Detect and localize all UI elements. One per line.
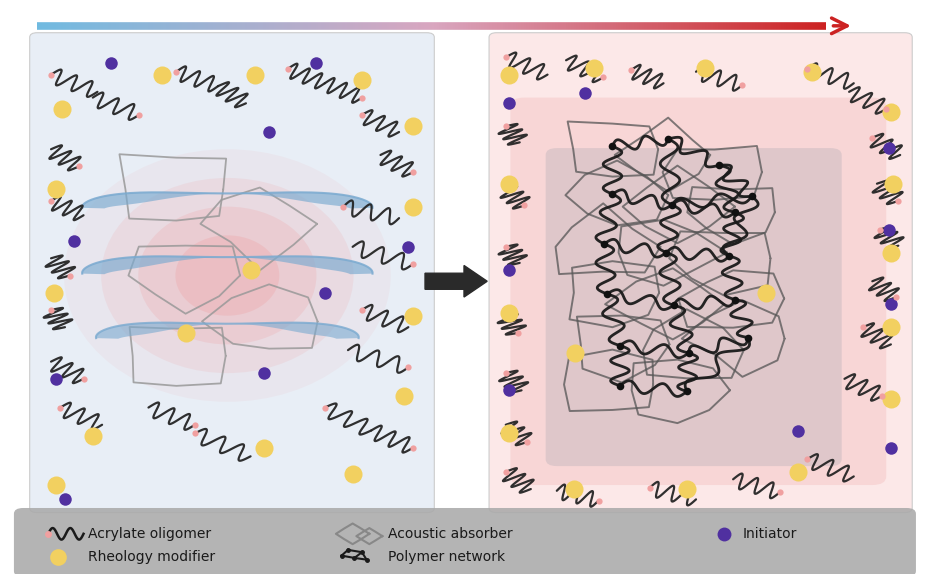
Polygon shape	[95, 323, 359, 339]
Ellipse shape	[138, 207, 316, 344]
FancyBboxPatch shape	[489, 33, 911, 513]
FancyBboxPatch shape	[30, 33, 434, 513]
FancyBboxPatch shape	[510, 98, 885, 485]
Text: Acrylate oligomer: Acrylate oligomer	[88, 527, 211, 541]
Polygon shape	[83, 257, 372, 274]
Polygon shape	[83, 192, 372, 208]
FancyBboxPatch shape	[545, 148, 841, 466]
Ellipse shape	[64, 149, 390, 402]
Text: Rheology modifier: Rheology modifier	[88, 550, 215, 564]
FancyBboxPatch shape	[14, 508, 915, 574]
Ellipse shape	[175, 235, 279, 316]
FancyArrow shape	[425, 265, 487, 297]
Ellipse shape	[101, 178, 353, 373]
Text: Initiator: Initiator	[742, 527, 796, 541]
Text: Acoustic absorber: Acoustic absorber	[387, 527, 512, 541]
Text: Polymer network: Polymer network	[387, 550, 504, 564]
